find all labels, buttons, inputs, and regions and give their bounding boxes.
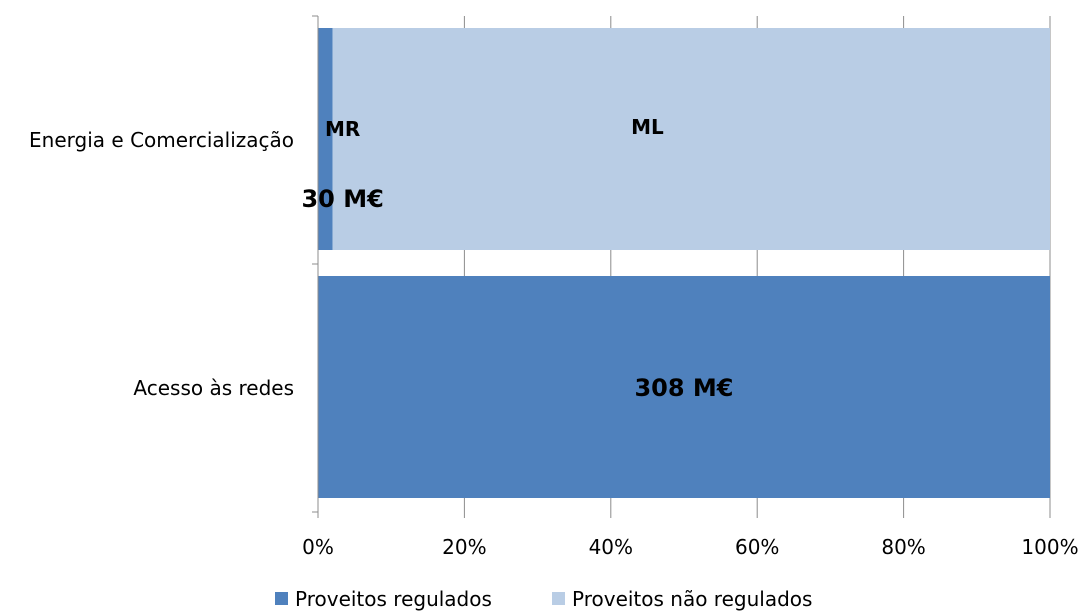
legend-swatch-proveitos-nao-regulados	[552, 592, 565, 605]
legend-label-proveitos-regulados: Proveitos regulados	[295, 587, 492, 611]
bar-layer	[318, 28, 1050, 498]
x-tick-label: 20%	[442, 535, 486, 559]
y-category-label: Acesso às redes	[133, 376, 294, 400]
label-layer: Energia e Comercialização Acesso às redes…	[29, 115, 733, 402]
x-tick-label: 80%	[881, 535, 925, 559]
legend-label-proveitos-nao-regulados: Proveitos não regulados	[572, 587, 812, 611]
bar-energia-e-comercializacao-proveitos-nao-regulados	[332, 28, 1050, 250]
data-label-mr: MR	[325, 117, 360, 141]
y-category-label: Energia e Comercialização	[29, 128, 294, 152]
data-label-308-m: 308 M€	[634, 374, 733, 402]
legend-swatch-proveitos-regulados	[275, 592, 288, 605]
axis-layer: 0% 20% 40% 60% 80% 100%	[302, 15, 1079, 559]
legend: Proveitos regulados Proveitos não regulad…	[275, 587, 812, 611]
x-tick-label: 100%	[1021, 535, 1078, 559]
x-tick-label: 0%	[302, 535, 334, 559]
data-label-30-m: 30 M€	[301, 185, 383, 213]
bar-acesso-as-redes-proveitos-regulados	[318, 276, 1050, 498]
x-tick-label: 40%	[589, 535, 633, 559]
x-tick-label: 60%	[735, 535, 779, 559]
data-label-ml: ML	[631, 115, 664, 139]
bar-energia-e-comercializacao-proveitos-regulados	[318, 28, 333, 250]
